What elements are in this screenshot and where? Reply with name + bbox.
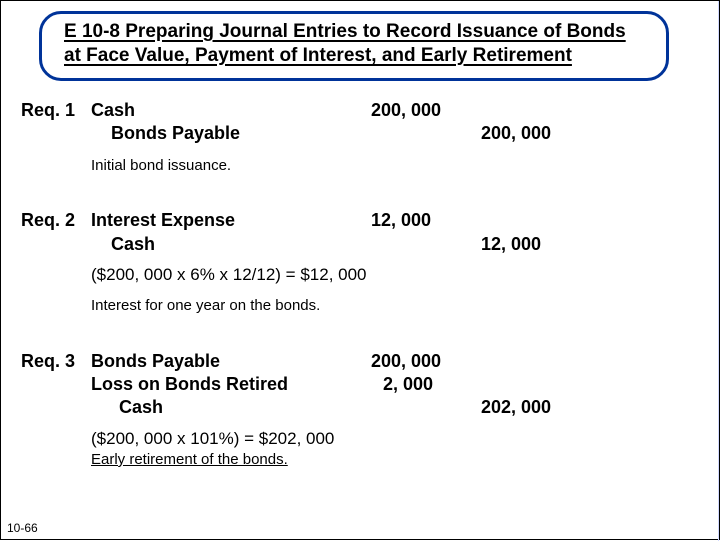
req-label: Req. 1 [21,99,91,122]
entry-row: Req. 2 Interest Expense 12, 000 [21,209,701,232]
entry-note: Initial bond issuance. [91,156,701,176]
entry-row: Cash 202, 000 [21,396,701,419]
credit-amount [481,350,591,373]
slide-edge [718,1,719,541]
credit-amount: 12, 000 [481,233,591,256]
account-name: Cash [91,233,371,256]
debit-amount: 200, 000 [371,350,481,373]
entry-row: Req. 1 Cash 200, 000 [21,99,701,122]
title-line-2: at Face Value, Payment of Interest, and … [64,44,644,68]
credit-amount: 202, 000 [481,396,591,419]
calculation: ($200, 000 x 6% x 12/12) = $12, 000 [91,264,701,286]
entry-row: Req. 3 Bonds Payable 200, 000 [21,350,701,373]
calculation: ($200, 000 x 101%) = $202, 000 [91,428,701,450]
debit-amount [371,122,481,145]
credit-amount: 200, 000 [481,122,591,145]
debit-amount [371,233,481,256]
debit-amount: 12, 000 [371,209,481,232]
journal-entries: Req. 1 Cash 200, 000 Bonds Payable 200, … [21,99,701,469]
entry-note: Interest for one year on the bonds. [91,296,701,316]
account-name: Bonds Payable [91,350,371,373]
entry-note: Early retirement of the bonds. [91,450,701,470]
debit-amount: 200, 000 [371,99,481,122]
account-name: Interest Expense [91,209,371,232]
account-name: Cash [91,99,371,122]
entry-row: Loss on Bonds Retired 2, 000 [21,373,701,396]
entry-row: Bonds Payable 200, 000 [21,122,701,145]
credit-amount [481,373,591,396]
credit-amount [481,99,591,122]
req-label: Req. 2 [21,209,91,232]
title-line-1: E 10-8 Preparing Journal Entries to Reco… [64,20,644,44]
debit-amount [371,396,481,419]
account-name: Bonds Payable [91,122,371,145]
debit-amount: 2, 000 [371,373,481,396]
page-number: 10-66 [7,521,38,535]
credit-amount [481,209,591,232]
req-label: Req. 3 [21,350,91,373]
entry-row: Cash 12, 000 [21,233,701,256]
account-name: Loss on Bonds Retired [91,373,371,396]
title-box: E 10-8 Preparing Journal Entries to Reco… [39,11,669,81]
account-name: Cash [91,396,371,419]
